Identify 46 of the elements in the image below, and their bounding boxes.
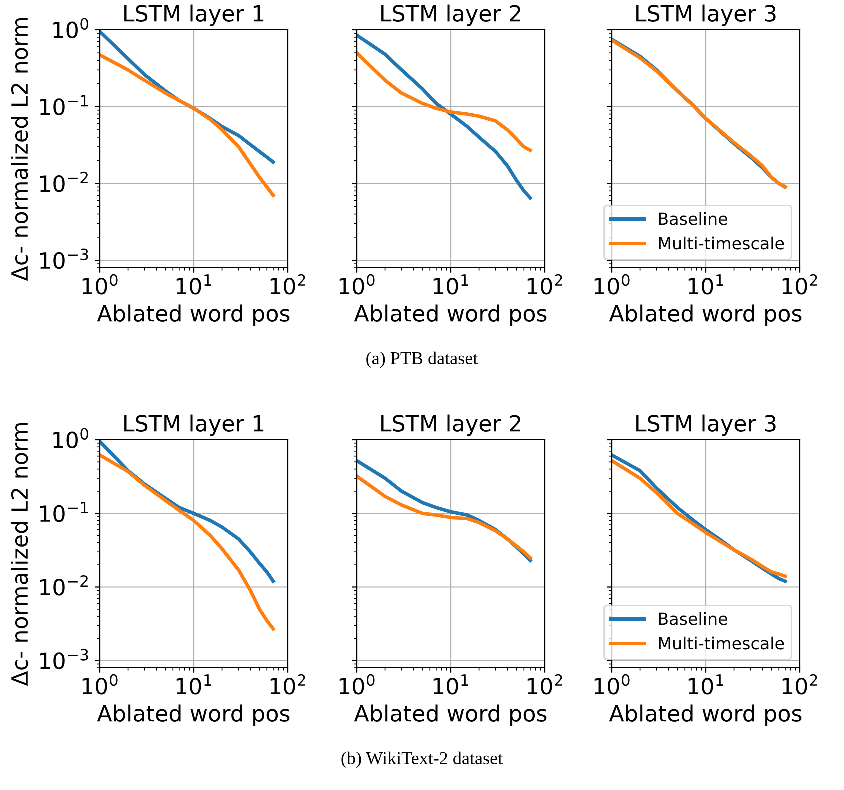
x-axis-title: Ablated word pos: [354, 304, 547, 326]
x-axis-title: Ablated word pos: [609, 704, 802, 726]
chart-title: LSTM layer 2: [382, 414, 520, 436]
x-tick-label: 10$^{0}$: [82, 274, 118, 295]
text: (b) WikiText-2 dataset: [342, 752, 503, 768]
x-tick-label: 10$^{2}$: [270, 274, 306, 295]
x-tick-label: 10$^{1}$: [176, 274, 212, 295]
legend-label: Baseline: [659, 212, 728, 226]
x-axis-title: Ablated word pos: [97, 304, 290, 326]
y-tick-label: 10$^{−2}$: [40, 575, 88, 596]
x-tick-label: 10$^{1}$: [176, 674, 212, 695]
chart-title: LSTM layer 3: [636, 414, 776, 436]
legend-label: Baseline: [659, 612, 728, 626]
x-tick-label: 10$^{2}$: [528, 674, 562, 695]
y-tick-label: 10$^{−2}$: [40, 172, 88, 192]
chart-title: LSTM layer 1: [124, 4, 264, 26]
chart-title: LSTM layer 2: [382, 4, 520, 26]
x-tick-label: 10$^{1}$: [434, 274, 468, 295]
x-axis-title: Ablated word pos: [609, 304, 802, 326]
text: (a) PTB dataset: [366, 352, 478, 368]
chart-title: LSTM layer 1: [124, 414, 264, 436]
x-tick-label: 10$^{0}$: [82, 674, 118, 695]
x-tick-label: 10$^{2}$: [782, 674, 818, 695]
y-tick-label: 10$^{−3}$: [40, 248, 88, 270]
x-tick-label: 10$^{1}$: [688, 674, 724, 695]
x-tick-label: 10$^{1}$: [688, 274, 724, 295]
y-tick-label: 10$^{−3}$: [40, 649, 88, 670]
y-axis-title: Δc- normalized L2 norm: [10, 18, 28, 282]
x-axis-title: Ablated word pos: [97, 704, 290, 726]
y-tick-label: 10$^{0}$: [54, 428, 89, 449]
legend-label: Multi-timescale: [659, 236, 784, 250]
x-tick-label: 10$^{0}$: [340, 674, 375, 695]
chart-title: LSTM layer 3: [636, 4, 776, 26]
x-tick-label: 10$^{2}$: [270, 674, 306, 695]
y-tick-label: 10$^{−1}$: [40, 502, 88, 522]
x-tick-label: 10$^{1}$: [434, 674, 468, 695]
y-axis-title: Δc- normalized L2 norm: [10, 424, 28, 686]
y-tick-label: 10$^{−1}$: [40, 95, 88, 116]
x-tick-label: 10$^{0}$: [594, 674, 630, 695]
x-tick-label: 10$^{0}$: [594, 274, 630, 295]
y-tick-label: 10$^{0}$: [54, 18, 89, 39]
legend-label: Multi-timescale: [659, 636, 784, 650]
x-tick-label: 10$^{2}$: [782, 274, 818, 295]
x-axis-title: Ablated word pos: [354, 704, 547, 726]
x-tick-label: 10$^{0}$: [340, 274, 375, 295]
x-tick-label: 10$^{2}$: [528, 274, 562, 295]
